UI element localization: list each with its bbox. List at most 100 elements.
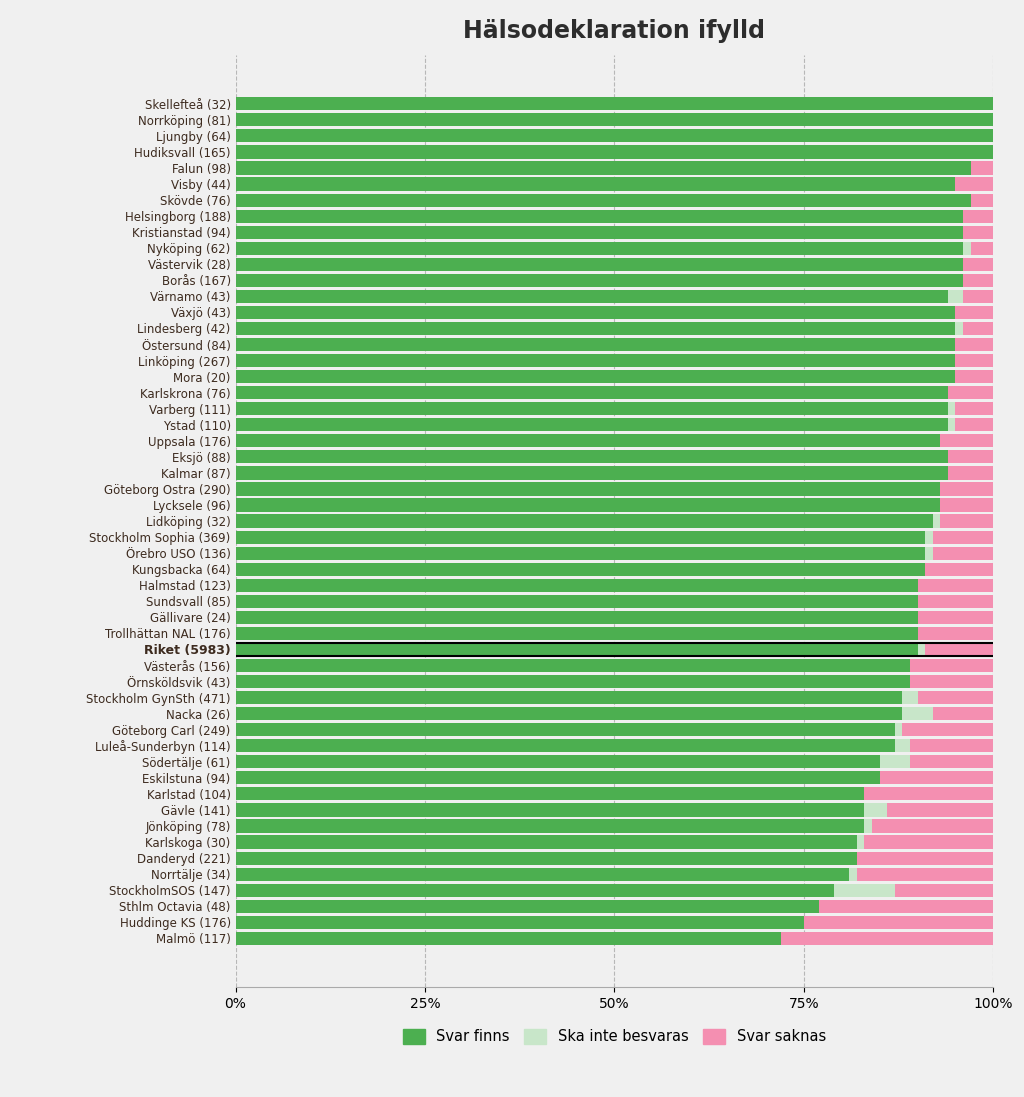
Bar xyxy=(236,258,963,271)
Bar xyxy=(236,146,993,159)
Bar xyxy=(236,98,993,111)
Bar xyxy=(955,306,993,319)
Bar xyxy=(849,868,857,881)
Bar xyxy=(236,129,993,143)
Bar xyxy=(804,916,993,929)
Bar xyxy=(236,161,971,174)
Bar xyxy=(872,819,993,833)
Bar xyxy=(948,450,993,463)
Bar xyxy=(948,290,963,303)
Bar xyxy=(925,546,933,559)
Bar xyxy=(895,739,910,753)
Bar xyxy=(940,498,993,511)
Bar xyxy=(236,691,902,704)
Bar xyxy=(933,708,993,721)
Bar xyxy=(236,321,955,335)
Legend: Svar finns, Ska inte besvaras, Svar saknas: Svar finns, Ska inte besvaras, Svar sakn… xyxy=(397,1022,831,1050)
Bar xyxy=(971,241,993,255)
Bar xyxy=(895,723,902,736)
Bar xyxy=(236,450,948,463)
Bar xyxy=(236,579,918,592)
Bar xyxy=(236,354,955,367)
Bar xyxy=(864,788,993,801)
Bar xyxy=(835,883,895,896)
Bar xyxy=(963,274,993,287)
Bar xyxy=(955,338,993,351)
Bar xyxy=(918,595,993,608)
Bar xyxy=(887,803,993,816)
Bar xyxy=(236,771,880,784)
Bar xyxy=(933,531,993,544)
Title: Hälsodeklaration ifylld: Hälsodeklaration ifylld xyxy=(464,19,765,43)
Bar xyxy=(236,883,835,896)
Bar xyxy=(963,241,971,255)
Bar xyxy=(963,321,993,335)
Bar xyxy=(864,803,887,816)
Bar xyxy=(236,755,880,768)
Bar xyxy=(940,434,993,448)
Bar xyxy=(955,321,963,335)
Bar xyxy=(925,643,993,656)
Bar xyxy=(857,836,864,849)
Bar xyxy=(963,226,993,239)
Bar xyxy=(236,403,948,416)
Bar xyxy=(236,386,948,399)
Bar xyxy=(236,274,963,287)
Bar xyxy=(918,611,993,624)
Bar xyxy=(955,418,993,431)
Bar xyxy=(236,193,971,206)
Bar xyxy=(955,354,993,367)
Bar xyxy=(236,643,918,656)
Bar xyxy=(918,579,993,592)
Bar xyxy=(236,434,940,448)
Bar xyxy=(933,514,940,528)
Bar xyxy=(236,916,804,929)
Bar xyxy=(918,691,993,704)
Bar xyxy=(236,819,864,833)
Bar xyxy=(918,643,925,656)
Bar xyxy=(963,258,993,271)
Bar xyxy=(236,178,955,191)
Bar xyxy=(236,868,849,881)
Bar xyxy=(963,210,993,223)
Bar xyxy=(236,675,910,688)
Bar xyxy=(948,403,955,416)
Bar xyxy=(971,161,993,174)
Bar xyxy=(918,626,993,640)
Bar xyxy=(236,611,918,624)
Bar xyxy=(880,755,910,768)
Bar xyxy=(236,708,902,721)
Bar xyxy=(781,931,993,945)
Bar xyxy=(236,338,955,351)
Bar xyxy=(236,595,918,608)
Bar xyxy=(902,691,918,704)
Bar xyxy=(236,626,918,640)
Bar xyxy=(963,290,993,303)
Bar xyxy=(857,851,993,864)
Bar xyxy=(902,708,933,721)
Bar xyxy=(236,546,925,559)
Bar xyxy=(955,403,993,416)
Bar xyxy=(236,290,948,303)
Bar xyxy=(236,836,857,849)
Bar xyxy=(902,723,993,736)
Bar xyxy=(236,210,963,223)
Bar xyxy=(236,370,955,383)
Bar xyxy=(236,788,864,801)
Bar xyxy=(948,386,993,399)
Bar xyxy=(236,723,895,736)
Bar xyxy=(236,113,993,126)
Bar xyxy=(236,531,925,544)
Bar xyxy=(880,771,993,784)
Bar xyxy=(895,883,993,896)
Bar xyxy=(910,675,993,688)
Bar xyxy=(955,370,993,383)
Bar xyxy=(910,755,993,768)
Bar xyxy=(236,803,864,816)
Bar xyxy=(236,514,933,528)
Bar xyxy=(940,483,993,496)
Bar xyxy=(955,178,993,191)
Bar xyxy=(864,819,872,833)
Bar xyxy=(236,739,895,753)
Bar xyxy=(236,931,781,945)
